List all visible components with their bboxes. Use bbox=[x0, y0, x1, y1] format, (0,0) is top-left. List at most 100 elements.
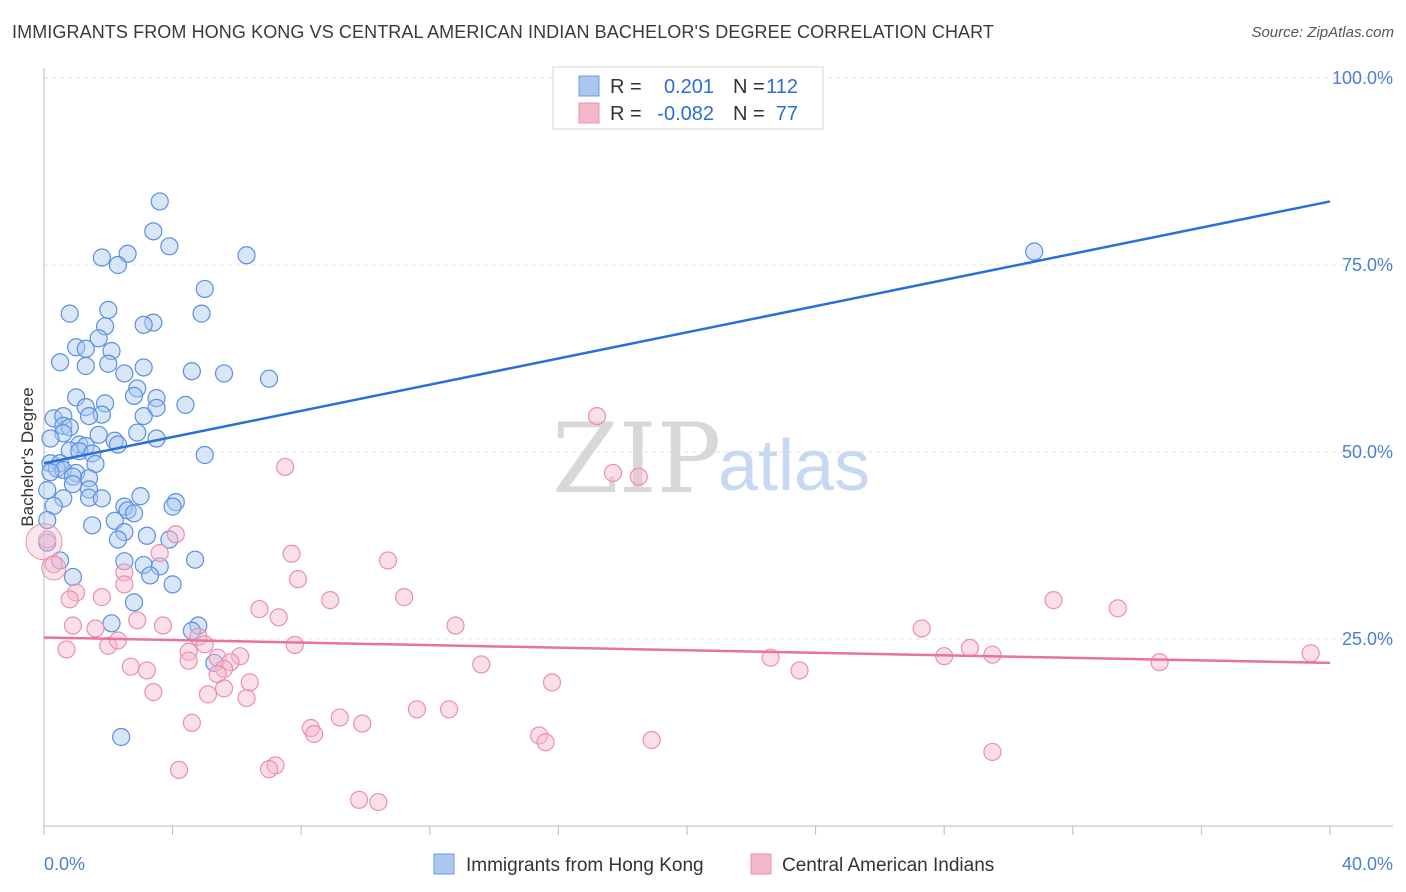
point-central-american bbox=[269, 608, 288, 627]
point-central-american bbox=[86, 619, 105, 638]
y-tick-label: 25.0% bbox=[1342, 629, 1393, 649]
point-hong-kong bbox=[50, 353, 70, 372]
point-central-american bbox=[60, 590, 79, 609]
point-central-american bbox=[115, 575, 134, 594]
point-hong-kong bbox=[214, 364, 234, 383]
legend-r-label-2: R = bbox=[610, 103, 642, 125]
point-central-american bbox=[439, 700, 459, 719]
point-central-american bbox=[153, 616, 173, 635]
watermark: ZIP atlas bbox=[552, 403, 870, 515]
point-central-american bbox=[1150, 653, 1169, 672]
point-central-american bbox=[983, 742, 1002, 762]
point-hong-kong bbox=[38, 510, 57, 530]
point-central-american bbox=[542, 673, 562, 692]
point-central-american bbox=[250, 599, 269, 619]
legend-swatch-blue bbox=[578, 75, 600, 97]
point-central-american bbox=[121, 657, 140, 676]
point-central-american bbox=[1108, 599, 1127, 618]
point-hong-kong bbox=[67, 338, 86, 357]
y-tick-label: 50.0% bbox=[1342, 442, 1393, 462]
point-hong-kong bbox=[124, 504, 144, 523]
bottom-legend-label-blue: Immigrants from Hong Kong bbox=[466, 855, 704, 876]
point-hong-kong bbox=[115, 364, 134, 383]
point-hong-kong bbox=[99, 300, 118, 319]
point-central-american bbox=[63, 616, 83, 635]
bottom-legend: Immigrants from Hong Kong Central Americ… bbox=[433, 853, 994, 876]
point-central-american bbox=[195, 635, 214, 654]
x-tick-labels: 0.0% 40.0% bbox=[44, 854, 1393, 874]
point-central-american bbox=[603, 463, 623, 483]
point-central-american bbox=[282, 544, 301, 563]
point-hong-kong bbox=[38, 481, 57, 500]
watermark-zip: ZIP bbox=[552, 403, 721, 515]
point-central-american bbox=[790, 661, 809, 680]
gridlines bbox=[44, 77, 1393, 640]
point-central-american bbox=[38, 530, 57, 549]
point-hong-kong bbox=[176, 395, 195, 414]
point-hong-kong bbox=[76, 339, 95, 358]
point-hong-kong bbox=[140, 566, 160, 585]
point-central-american bbox=[150, 543, 169, 563]
point-central-american bbox=[41, 555, 67, 581]
legend-n-label-2: N = bbox=[733, 103, 765, 125]
point-hong-kong bbox=[99, 354, 118, 373]
point-hong-kong bbox=[205, 653, 224, 673]
point-central-american bbox=[108, 631, 128, 650]
point-central-american bbox=[214, 679, 234, 698]
point-central-american bbox=[179, 651, 198, 670]
point-central-american bbox=[321, 591, 340, 610]
point-central-american bbox=[240, 673, 259, 692]
point-central-american bbox=[285, 635, 304, 655]
point-central-american bbox=[912, 619, 931, 638]
watermark-atlas: atlas bbox=[718, 426, 870, 506]
point-hong-kong bbox=[134, 358, 153, 377]
trend-line-hong-kong bbox=[43, 200, 1331, 465]
point-central-american bbox=[587, 406, 607, 426]
point-central-american bbox=[221, 653, 240, 672]
point-hong-kong bbox=[79, 488, 99, 507]
bottom-legend-swatch-blue bbox=[433, 853, 455, 875]
point-central-american bbox=[446, 616, 465, 635]
x-tick-label: 40.0% bbox=[1342, 854, 1393, 874]
point-hong-kong bbox=[67, 388, 86, 407]
bottom-legend-swatch-pink bbox=[750, 853, 772, 875]
point-hong-kong bbox=[70, 435, 89, 454]
point-central-american bbox=[99, 636, 118, 655]
source-label: Source: ZipAtlas.com bbox=[1251, 24, 1394, 41]
point-central-american bbox=[536, 733, 555, 752]
point-central-american bbox=[182, 713, 201, 732]
point-hong-kong bbox=[259, 369, 279, 388]
point-hong-kong bbox=[131, 487, 150, 506]
point-central-american bbox=[166, 525, 185, 544]
point-central-american bbox=[67, 583, 86, 602]
point-hong-kong bbox=[195, 445, 214, 465]
point-central-american bbox=[259, 760, 279, 779]
point-hong-kong bbox=[160, 237, 179, 256]
point-hong-kong bbox=[92, 489, 111, 508]
point-central-american bbox=[472, 655, 491, 674]
point-central-american bbox=[169, 760, 189, 780]
legend-n-value-1: 112 bbox=[766, 76, 798, 98]
point-central-american bbox=[128, 611, 147, 630]
legend-r-label-1: R = bbox=[610, 76, 642, 98]
point-central-american bbox=[407, 700, 427, 719]
legend-box: R = 0.201 N = 112 R = -0.082 N = 77 bbox=[552, 66, 824, 130]
point-hong-kong bbox=[95, 394, 115, 413]
y-tick-label: 75.0% bbox=[1342, 255, 1393, 275]
point-central-american bbox=[983, 645, 1002, 664]
point-hong-kong bbox=[1025, 242, 1044, 261]
y-tick-label: 100.0% bbox=[1332, 68, 1393, 88]
point-central-american bbox=[629, 467, 648, 486]
point-central-american bbox=[960, 638, 980, 658]
point-hong-kong bbox=[54, 489, 73, 508]
point-hong-kong bbox=[150, 192, 169, 211]
point-hong-kong bbox=[147, 389, 166, 408]
point-central-american bbox=[198, 685, 218, 704]
legend-swatch-pink bbox=[578, 102, 600, 124]
point-central-american bbox=[353, 714, 372, 733]
axes bbox=[43, 68, 1393, 835]
legend-r-value-2: -0.082 bbox=[657, 103, 714, 125]
point-hong-kong bbox=[186, 550, 205, 569]
point-hong-kong bbox=[79, 406, 99, 426]
